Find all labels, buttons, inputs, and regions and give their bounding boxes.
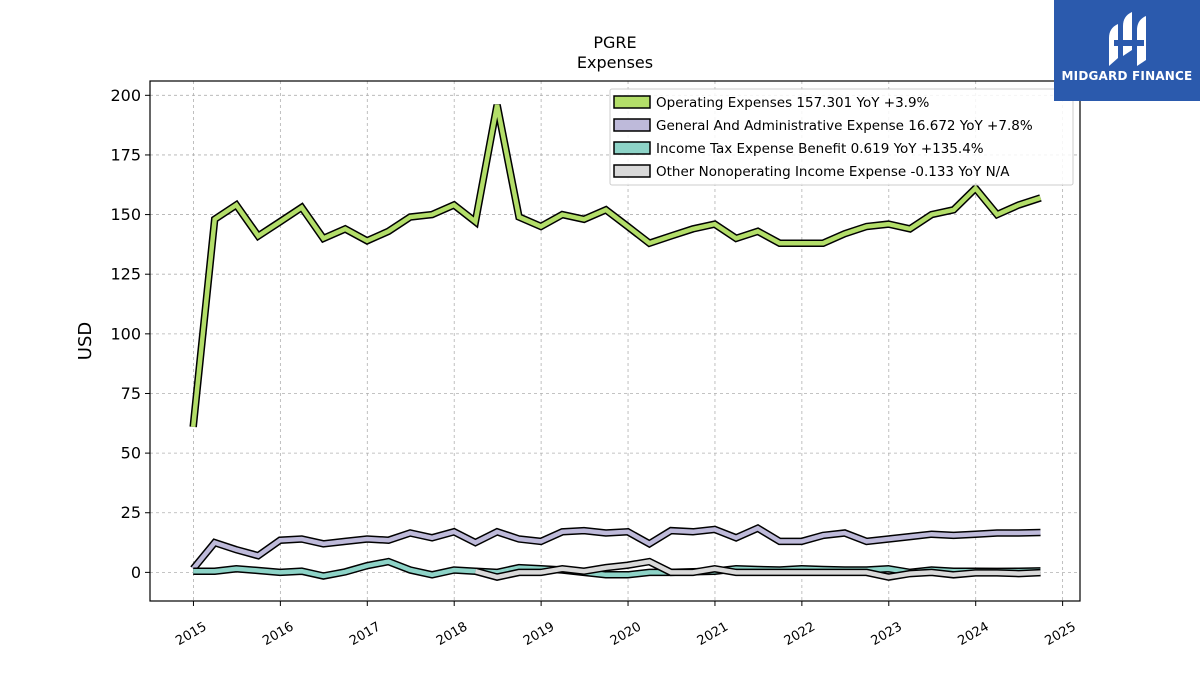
y-tick-label: 150 xyxy=(110,205,141,224)
x-tick-label: 2022 xyxy=(782,619,818,649)
legend-swatch-0 xyxy=(613,95,651,109)
series-line-0 xyxy=(190,104,1042,428)
logo-mark-icon xyxy=(1109,12,1146,66)
y-tick-label: 200 xyxy=(110,86,141,105)
x-tick-label: 2016 xyxy=(260,619,296,649)
legend-swatch-2 xyxy=(613,141,651,155)
y-tick-label: 125 xyxy=(110,265,141,284)
legend: Operating Expenses 157.301 YoY +3.9% Gene… xyxy=(609,88,1074,186)
legend-entry-3: Other Nonoperating Income Expense -0.133… xyxy=(656,164,1010,180)
y-tick-label: 175 xyxy=(110,145,141,164)
x-tick-label: 2025 xyxy=(1042,619,1078,649)
plot-frame xyxy=(149,80,1081,602)
x-tick-label: 2015 xyxy=(173,619,209,649)
logo-badge: MIDGARD FINANCE xyxy=(1054,0,1200,101)
legend-swatch-3 xyxy=(613,164,651,178)
legend-swatch-1 xyxy=(613,118,651,132)
series-layer xyxy=(189,104,1042,581)
legend-entry-1: General And Administrative Expense 16.67… xyxy=(656,118,1033,134)
legend-box xyxy=(609,88,1074,186)
logo-text: MIDGARD FINANCE xyxy=(1061,69,1193,83)
legend-entry-2: Income Tax Expense Benefit 0.619 YoY +13… xyxy=(656,141,984,157)
y-axis-label: USD xyxy=(75,322,96,360)
series-line-2 xyxy=(193,559,1041,579)
x-tick-label: 2018 xyxy=(434,619,470,649)
y-tick-label: 25 xyxy=(121,503,141,522)
x-tick-label: 2020 xyxy=(608,619,644,649)
x-tick-label: 2017 xyxy=(347,619,383,649)
legend-entry-0: Operating Expenses 157.301 YoY +3.9% xyxy=(656,95,930,111)
chart-title: PGRE xyxy=(593,33,636,52)
chart-subtitle: Expenses xyxy=(577,53,653,72)
y-tick-label: 75 xyxy=(121,384,141,403)
series-line-1 xyxy=(191,525,1041,571)
y-tick-label: 0 xyxy=(131,563,141,582)
x-tick-label: 2019 xyxy=(521,619,557,649)
x-tick-label: 2021 xyxy=(695,619,731,649)
y-tick-label: 50 xyxy=(121,444,141,463)
x-tick-label: 2024 xyxy=(956,619,992,649)
x-tick-label: 2023 xyxy=(869,619,905,649)
series-line-3 xyxy=(474,559,1041,580)
y-tick-label: 100 xyxy=(110,324,141,343)
